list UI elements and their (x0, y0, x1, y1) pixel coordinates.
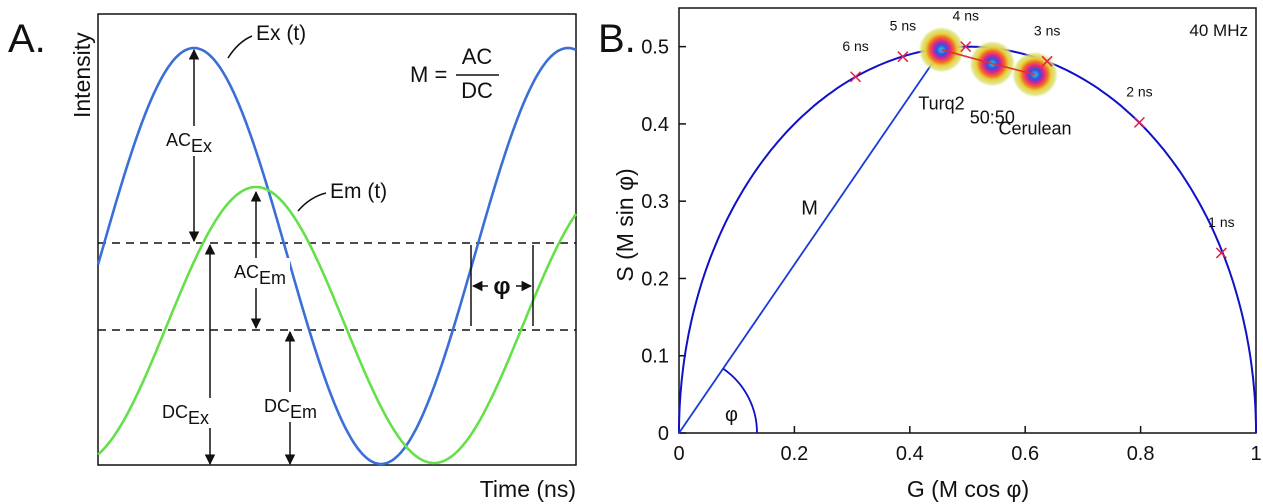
vector-label: M (801, 198, 818, 220)
x-tick-label: 0.2 (780, 443, 808, 465)
lifetime-marker (960, 41, 972, 53)
y-tick-label: 0.2 (641, 268, 669, 290)
panel-a-x-axis-label: Time (ns) (480, 476, 576, 502)
x-tick-label: 0.8 (1127, 443, 1155, 465)
cluster-label: Cerulean (998, 118, 1071, 138)
ac-ex-label: ACEx (166, 130, 212, 156)
lifetime-label: 5 ns (890, 18, 916, 34)
panel-b-ticks: 0 0.2 0.4 0.6 0.8 1 0 0.1 0.2 0.3 0.4 0.5 (641, 37, 1261, 465)
em-series-label: Em (t) (330, 180, 387, 203)
ac-em-label-bg (230, 258, 290, 288)
panel-a-frame (97, 13, 577, 466)
x-tick-label: 0.6 (1011, 443, 1039, 465)
y-tick-label: 0.4 (641, 114, 669, 136)
em-wave-line (97, 185, 578, 465)
lifetime-label: 2 ns (1126, 83, 1152, 99)
formula-denominator: DC (461, 78, 493, 103)
ex-label-leader (227, 35, 253, 59)
x-tick-label: 1 (1250, 443, 1261, 465)
frequency-label: 40 MHz (1189, 21, 1248, 40)
panel-b-frame (678, 7, 1257, 434)
dc-ex-label: DCEx (162, 402, 209, 428)
formula-numerator: AC (462, 44, 493, 69)
cluster-connector-line (941, 48, 1036, 76)
phase-label: φ (493, 273, 510, 300)
dc-em-label: DCEm (264, 396, 317, 422)
modulation-formula: M = AC DC (410, 44, 499, 103)
cluster-label: 50:50 (970, 108, 1015, 128)
x-tick-label: 0.4 (896, 443, 924, 465)
x-tick-label: 0 (673, 443, 684, 465)
ac-ex-label-bg (162, 126, 224, 156)
panel-b-x-axis-label: G (M cos φ) (907, 476, 1029, 502)
y-tick-label: 0 (658, 423, 669, 445)
y-tick-label: 0.5 (641, 37, 669, 59)
lifetime-label: 4 ns (953, 8, 979, 24)
lifetime-label: 6 ns (842, 38, 868, 54)
panel-a-label: A. (8, 17, 46, 61)
lifetime-marker (1215, 247, 1227, 259)
panel-a: A. Intensity Ex (t) Em (t) M = AC DC ACE… (8, 13, 578, 502)
ac-em-label: ACEm (234, 262, 286, 288)
ex-wave-line (96, 46, 577, 466)
panel-b: B. S (M sin φ) 40 MHz 0 0.2 0.4 0.6 0.8 1 0 0.1… (598, 7, 1262, 502)
panel-b-y-axis-label: S (M sin φ) (612, 168, 638, 281)
y-tick-label: 0.1 (641, 346, 669, 368)
formula-lhs: M = (410, 62, 447, 87)
lifetime-label: 1 ns (1208, 214, 1234, 230)
cluster-label: Turq2 (918, 94, 964, 114)
panel-a-y-axis-label: Intensity (69, 32, 95, 118)
y-tick-label: 0.3 (641, 191, 669, 213)
lifetime-marker (1133, 116, 1145, 128)
lifetime-marker (1041, 55, 1053, 67)
lifetime-marker (897, 51, 909, 63)
dc-em-label-bg (262, 392, 324, 422)
phase-angle-arc (722, 367, 758, 434)
universal-semicircle-line (678, 45, 1257, 433)
lifetime-marker (850, 71, 862, 83)
ex-series-label: Ex (t) (256, 22, 306, 45)
panel-b-label: B. (598, 17, 636, 61)
dc-ex-label-bg (160, 398, 222, 428)
lifetime-label: 3 ns (1034, 22, 1060, 38)
angle-label: φ (725, 404, 738, 426)
lifetime-markers: 1 ns 2 ns 3 ns 4 ns 5 ns 6 ns (842, 8, 1235, 259)
em-label-leader (297, 192, 327, 212)
modulation-vector-line (678, 49, 943, 434)
